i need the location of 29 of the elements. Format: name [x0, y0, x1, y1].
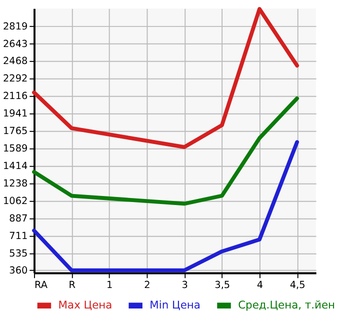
legend-label: Сред.Цена, т.йен: [238, 298, 336, 312]
y-tick-label: 1589: [2, 144, 28, 155]
x-tick-label: 4,5: [290, 280, 306, 291]
y-tick-label: 360: [9, 266, 28, 277]
line-series: [32, 96, 299, 206]
y-tick-label: 2819: [2, 21, 28, 32]
legend-label: Max Цена: [58, 298, 112, 312]
y-tick-label: 1238: [2, 178, 28, 190]
x-tick-label: R: [68, 280, 76, 291]
x-tick-label: 4: [256, 280, 264, 291]
y-tick-label: 2468: [2, 56, 28, 68]
y-tick-label: 535: [9, 248, 28, 260]
line-series: [32, 7, 299, 150]
x-tick-label: 3: [182, 280, 188, 291]
legend-label: Min Цена: [150, 298, 200, 312]
y-tick-label: 2643: [2, 38, 28, 50]
y-tick-label: 887: [9, 213, 28, 224]
x-tick-label: 1: [106, 280, 113, 291]
x-tick-label: 2: [144, 280, 150, 291]
x-tick-label: 3,5: [214, 280, 230, 291]
line-series: [32, 140, 299, 272]
y-tick-label: 1414: [2, 160, 28, 172]
y-tick-label: 1941: [2, 108, 28, 120]
y-tick-label: 2116: [2, 91, 28, 102]
y-tick-label: 711: [9, 230, 28, 242]
y-tick-label: 2292: [2, 74, 28, 85]
x-tick-label: RA: [34, 280, 48, 291]
y-tick-label: 1062: [2, 196, 28, 207]
y-tick-label: 1765: [2, 126, 28, 138]
